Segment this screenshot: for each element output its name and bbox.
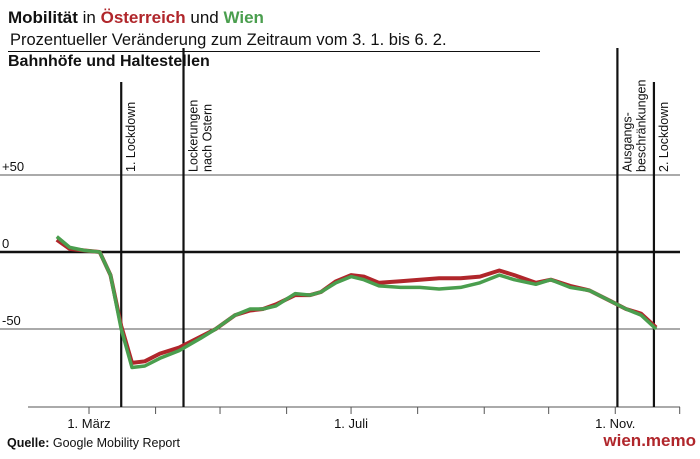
y-tick-label: -50 (2, 313, 21, 328)
event-label: 1. Lockdown (124, 102, 138, 172)
series-line-wien (55, 235, 658, 370)
chart-title: Mobilität in Österreich und Wien (8, 8, 264, 27)
x-tick-label: 1. Nov. (595, 416, 635, 431)
x-tick-label: 1. Juli (334, 416, 368, 431)
x-tick-label: 1. März (67, 416, 110, 431)
event-label: nach Ostern (201, 104, 215, 172)
event-label: 2. Lockdown (657, 102, 671, 172)
y-tick-label: 0 (2, 236, 9, 251)
event-label: beschränkungen (634, 80, 648, 172)
section-title: Bahnhöfe und Haltestellen (8, 53, 210, 70)
y-tick-label: +50 (2, 159, 24, 174)
event-label: Ausgangs- (620, 112, 634, 172)
event-label: Lockerungen (187, 100, 201, 172)
title-divider (8, 51, 540, 52)
chart-subtitle: Prozentueller Veränderung zum Zeitraum v… (10, 31, 447, 49)
brand-logo: wien.memo (603, 431, 696, 450)
series-line-oesterreich (55, 238, 658, 365)
source-note: Quelle: Google Mobility Report (7, 436, 181, 450)
